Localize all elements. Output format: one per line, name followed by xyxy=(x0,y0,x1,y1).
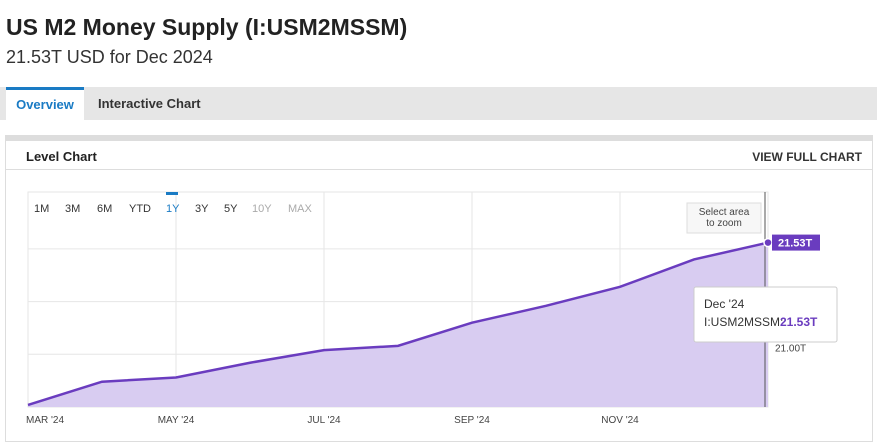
zoom-hint-line: to zoom xyxy=(706,218,742,229)
zoom-hint: Select area to zoom xyxy=(699,207,750,229)
tooltip-value: 21.53T xyxy=(780,315,818,329)
range-button: MAX xyxy=(288,203,313,215)
x-tick-label: JUL '24 xyxy=(307,415,341,426)
value-label: 21.53T xyxy=(778,238,813,250)
range-button[interactable]: 1Y xyxy=(166,203,180,215)
panel-title: Level Chart xyxy=(26,149,97,164)
area xyxy=(28,242,768,407)
range-button[interactable]: 3M xyxy=(65,203,80,215)
tooltip-box xyxy=(693,286,838,343)
x-tick-label: NOV '24 xyxy=(601,415,639,426)
line xyxy=(27,241,769,407)
x-tick-label: MAY '24 xyxy=(158,415,195,426)
tab[interactable]: Overview xyxy=(6,87,84,120)
tooltip-name: I:USM2MSSM: xyxy=(704,315,783,329)
range-button: 10Y xyxy=(252,203,272,215)
tooltip-title: Dec '24 xyxy=(704,297,745,311)
zoom-hint-box xyxy=(686,202,762,234)
view-full-chart[interactable]: VIEW FULL CHART xyxy=(752,150,862,164)
range-button[interactable]: 1M xyxy=(34,203,49,215)
range-button[interactable]: YTD xyxy=(129,203,151,215)
point xyxy=(763,237,773,248)
x-tick-label: SEP '24 xyxy=(454,415,490,426)
range-button[interactable]: 3Y xyxy=(195,203,209,215)
range-button[interactable]: 6M xyxy=(97,203,112,215)
zoom-hint-line: Select area xyxy=(699,207,750,218)
title: US M2 Money Supply (I:USM2MSSM) xyxy=(6,14,408,40)
y-tick-label: 21.00T xyxy=(775,343,806,354)
range-active xyxy=(166,192,178,195)
tab[interactable]: Interactive Chart xyxy=(98,96,201,111)
value-label-bg xyxy=(772,234,820,251)
x-tick-label: MAR '24 xyxy=(26,415,64,426)
range-button[interactable]: 5Y xyxy=(224,203,238,215)
subtitle: 21.53T USD for Dec 2024 xyxy=(6,47,213,67)
divider xyxy=(6,169,872,170)
tab-bar: Overview Interactive Chart xyxy=(0,87,877,120)
